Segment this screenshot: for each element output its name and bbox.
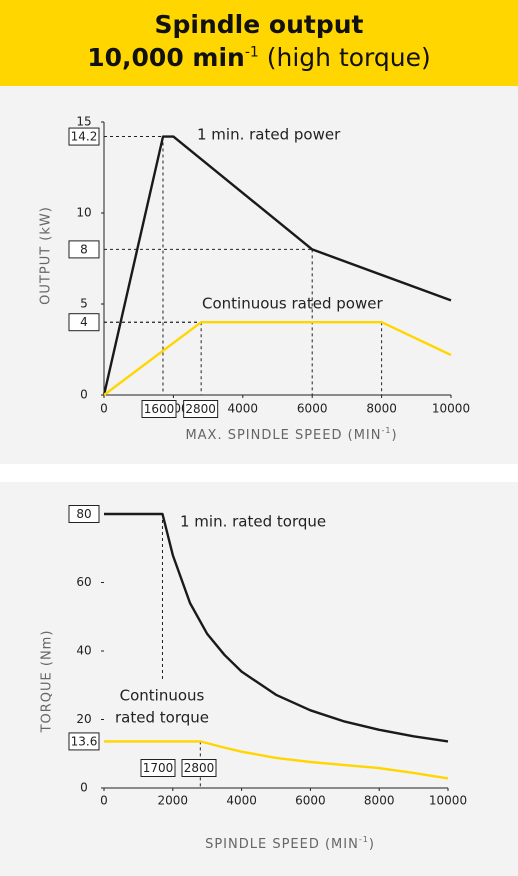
y-marker-label: 14.2 [71, 130, 98, 144]
x-tick-label: 6000 [297, 402, 328, 416]
y-marker-label-box [68, 127, 100, 146]
output-chart: 051015020004000600080001000014.284160028… [39, 115, 471, 443]
x-marker-label: 1700 [143, 761, 174, 775]
y-marker-label-box [68, 505, 100, 523]
x-axis-title-end: ) [391, 428, 397, 443]
series-line-continuous [104, 740, 449, 780]
subtitle-torque-mode: (high torque) [258, 43, 431, 72]
y-marker-label: 13.6 [71, 734, 98, 748]
y-tick-label: 60 [76, 575, 91, 589]
x-marker-label-box [140, 759, 176, 777]
torque-chart: 0 20 40 60 0 2000 4000 6000 8000 10000 80 13.6 1700 2… [40, 505, 467, 852]
x-tick-label: 2000 [158, 794, 189, 808]
x-marker-label-box [181, 759, 217, 777]
subtitle-speed: 10,000 min [87, 43, 245, 72]
chart-title: Spindle output [154, 10, 364, 39]
x-tick-label: 8000 [366, 402, 397, 416]
y-marker-label: 80 [76, 507, 91, 521]
y-marker-label-box [68, 732, 100, 751]
y-marker-label: 4 [80, 315, 88, 329]
x-marker-label: 1600 [144, 402, 175, 416]
subtitle-exponent: -1 [244, 44, 259, 61]
series-line-continuous [103, 320, 452, 396]
x-tick-label: 0 [100, 402, 108, 416]
x-axis-title-end: ) [369, 837, 375, 852]
y-tick-label: 10 [76, 206, 91, 220]
y-tick-label: 40 [76, 644, 91, 658]
x-tick-label: 0 [100, 794, 108, 808]
y-tick-label: 0 [80, 781, 88, 795]
y-tick-label: 5 [80, 297, 88, 311]
y-axis-title: TORQUE (Nm) [40, 630, 55, 734]
y-tick-label: 15 [76, 115, 91, 129]
x-axis-title: MAX. SPINDLE SPEED (MIN-1) [185, 426, 397, 443]
x-tick-label: 4000 [226, 794, 257, 808]
torque-chart-panel: 0 20 40 60 0 2000 4000 6000 8000 10000 80 13.6 1700 2… [0, 482, 518, 876]
x-marker-label-box [183, 400, 219, 418]
x-axis-title-text: MAX. SPINDLE SPEED (MIN [185, 428, 381, 443]
x-marker-label: 2800 [185, 402, 216, 416]
x-axis-title-text: SPINDLE SPEED (MIN [205, 837, 359, 852]
series-label-rated: 1 min. rated torque [180, 513, 326, 531]
y-marker-label: 8 [80, 242, 88, 256]
x-marker-label-box [141, 400, 177, 418]
y-axis-title: OUTPUT (kW) [39, 206, 54, 305]
x-tick-label: 8000 [364, 794, 395, 808]
series-label-continuous: rated torque [115, 709, 209, 727]
x-tick-label: 6000 [295, 794, 326, 808]
x-axis-title-exponent: -1 [359, 835, 369, 844]
y-tick-label: 0 [80, 388, 88, 402]
x-tick-label: 10000 [429, 794, 467, 808]
output-chart-panel: 051015020004000600080001000014.284160028… [0, 86, 518, 464]
chart-subtitle: 10,000 min-1 (high torque) [0, 43, 518, 72]
x-axis-title: SPINDLE SPEED (MIN-1) [205, 835, 375, 852]
x-tick-label: 10000 [432, 402, 470, 416]
series-line-rated [102, 135, 452, 396]
series-line-rated [104, 512, 449, 743]
series-label-rated: 1 min. rated power [197, 126, 341, 144]
y-marker-label-box [68, 240, 100, 259]
x-axis-title-exponent: -1 [381, 426, 391, 435]
series-label-continuous: Continuous [120, 687, 205, 705]
x-tick-label: 4000 [228, 402, 259, 416]
y-marker-label-box [68, 313, 100, 332]
y-tick-label: 20 [76, 712, 91, 726]
series-label-continuous: Continuous rated power [202, 295, 383, 313]
x-marker-label: 2800 [184, 761, 215, 775]
title-banner: Spindle output 10,000 min-1 (high torque… [0, 0, 518, 86]
